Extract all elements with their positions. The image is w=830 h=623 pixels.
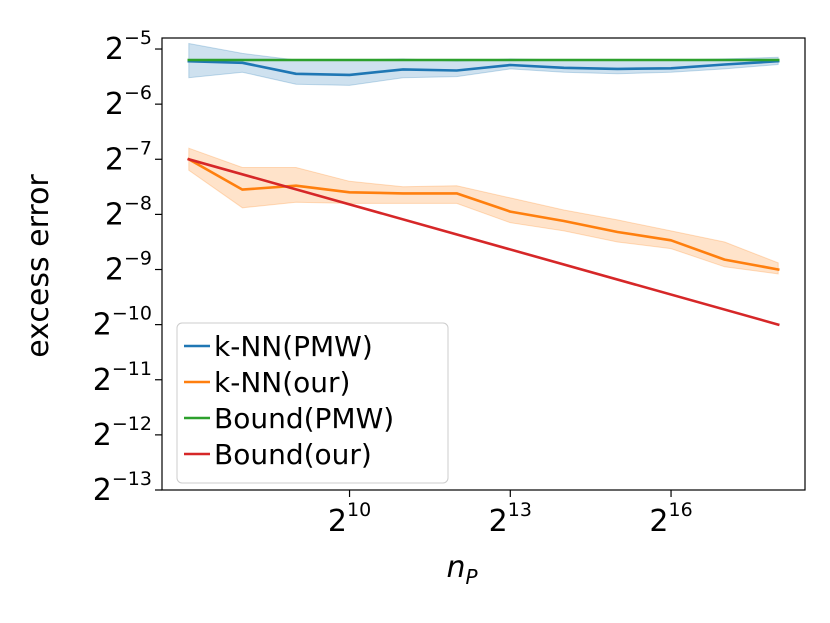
y-axis: 2−5 2−6 2−7 2−8 2−9 2−10 2−11 2−12 2−13 bbox=[93, 27, 162, 508]
y-tick-label: 2−12 bbox=[93, 413, 152, 453]
y-tick-label: 2−9 bbox=[105, 248, 152, 288]
line-k-nn-pmw bbox=[187, 59, 780, 77]
x-tick-label: 210 bbox=[328, 499, 371, 539]
legend-entry-k-nn-pmw: k-NN(PMW) bbox=[184, 330, 373, 363]
x-axis: 210 213 216 bbox=[328, 490, 693, 539]
y-tick-label: 2−5 bbox=[105, 27, 152, 67]
y-tick-label: 2−6 bbox=[105, 82, 152, 122]
legend-label: Bound(PMW) bbox=[214, 402, 394, 435]
legend-entry-k-nn-our: k-NN(our) bbox=[184, 366, 350, 399]
confidence-bands bbox=[188, 42, 779, 275]
series-lines bbox=[187, 58, 780, 327]
legend-entry-bound-our: Bound(our) bbox=[184, 438, 372, 471]
y-tick-label: 2−10 bbox=[93, 303, 152, 343]
y-axis-title: excess error bbox=[21, 174, 56, 358]
line-bound-our bbox=[187, 157, 780, 327]
legend-label: Bound(our) bbox=[214, 438, 372, 471]
legend-label: k-NN(PMW) bbox=[214, 330, 373, 363]
plot-frame bbox=[161, 37, 806, 491]
x-axis-title-subscript: P bbox=[465, 565, 478, 589]
y-tick-label: 2−8 bbox=[105, 192, 152, 232]
y-tick-label: 2−13 bbox=[93, 468, 152, 508]
legend-label: k-NN(our) bbox=[214, 366, 350, 399]
legend-entry-bound-pmw: Bound(PMW) bbox=[184, 402, 394, 435]
x-tick-label: 216 bbox=[649, 499, 692, 539]
band-k-nn-our bbox=[188, 147, 779, 275]
legend-box bbox=[176, 322, 449, 484]
band-k-nn-pmw bbox=[188, 42, 779, 86]
x-axis-title: nP bbox=[446, 550, 478, 589]
x-tick-label: 213 bbox=[489, 499, 532, 539]
y-tick-label: 2−7 bbox=[105, 137, 152, 177]
legend: k-NN(PMW)k-NN(our)Bound(PMW)Bound(our) bbox=[176, 322, 449, 484]
x-axis-title-main: n bbox=[446, 550, 465, 585]
y-tick-label: 2−11 bbox=[93, 358, 152, 398]
